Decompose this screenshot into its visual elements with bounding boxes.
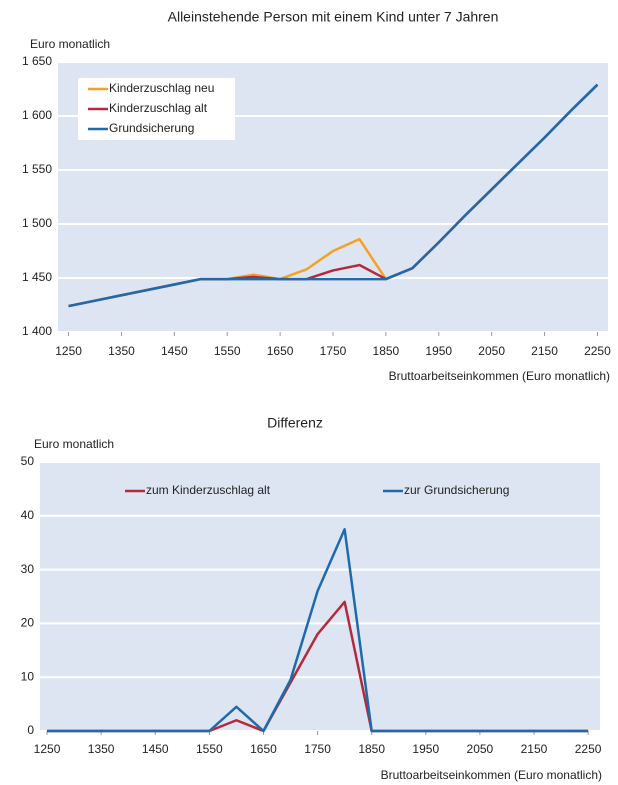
- plot-area: [40, 462, 600, 731]
- y-tick-label: 40: [21, 508, 35, 522]
- y-tick-label: 1 600: [22, 108, 52, 122]
- y-tick-label: 10: [21, 669, 35, 683]
- x-tick-label: 1950: [412, 742, 439, 756]
- x-tick-label: 1250: [55, 344, 82, 358]
- x-tick-label: 2250: [584, 344, 611, 358]
- x-axis-label: Bruttoarbeitseinkommen (Euro monatlich): [381, 768, 602, 782]
- x-tick-label: 1850: [373, 344, 400, 358]
- x-tick-label: 1750: [320, 344, 347, 358]
- x-tick-label: 1450: [161, 344, 188, 358]
- x-tick-label: 1350: [108, 344, 135, 358]
- x-tick-label: 1650: [267, 344, 294, 358]
- x-tick-label: 1750: [304, 742, 331, 756]
- y-tick-label: 30: [21, 562, 35, 576]
- x-axis-label: Bruttoarbeitseinkommen (Euro monatlich): [389, 369, 610, 383]
- x-tick-label: 2050: [478, 344, 505, 358]
- y-tick-label: 1 550: [22, 162, 52, 176]
- y-tick-label: 0: [27, 723, 34, 737]
- y-tick-label: 1 400: [22, 324, 52, 338]
- x-tick-label: 1650: [250, 742, 277, 756]
- x-tick-label: 1350: [88, 742, 115, 756]
- x-tick-label: 2150: [531, 344, 558, 358]
- x-tick-label: 2150: [521, 742, 548, 756]
- y-axis-label: Euro monatlich: [34, 437, 114, 451]
- x-tick-label: 1850: [358, 742, 385, 756]
- legend-label: Grundsicherung: [109, 121, 194, 135]
- chart-title: Differenz: [267, 415, 323, 431]
- y-axis-label: Euro monatlich: [30, 37, 110, 51]
- series-line: [47, 528, 589, 733]
- x-tick-label: 1250: [34, 742, 61, 756]
- series-line: [68, 83, 599, 308]
- y-tick-label: 1 500: [22, 216, 52, 230]
- y-tick-label: 50: [21, 454, 35, 468]
- y-tick-label: 20: [21, 616, 35, 630]
- x-tick-label: 1950: [425, 344, 452, 358]
- chart-title: Alleinstehende Person mit einem Kind unt…: [168, 9, 499, 25]
- legend-label: Kinderzuschlag neu: [109, 81, 214, 95]
- legend-label: zur Grundsicherung: [404, 483, 509, 497]
- legend-label: zum Kinderzuschlag alt: [146, 483, 271, 497]
- x-tick-label: 1550: [196, 742, 223, 756]
- y-tick-label: 1 650: [22, 54, 52, 68]
- x-tick-label: 1550: [214, 344, 241, 358]
- x-tick-label: 1450: [142, 742, 169, 756]
- legend-label: Kinderzuschlag alt: [109, 101, 208, 115]
- x-tick-label: 2250: [575, 742, 602, 756]
- y-tick-label: 1 450: [22, 270, 52, 284]
- x-tick-label: 2050: [467, 742, 494, 756]
